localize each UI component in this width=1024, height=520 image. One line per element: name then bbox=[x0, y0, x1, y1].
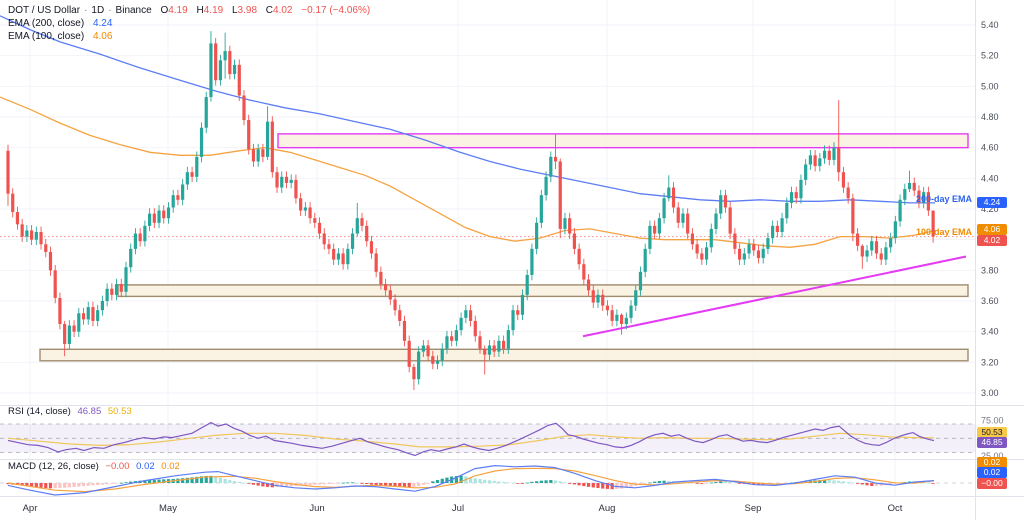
ohlc-low-label: L bbox=[231, 5, 238, 16]
time-axis-month-label[interactable]: Oct bbox=[888, 503, 903, 514]
macd-hist-axis-badge: −0.00 bbox=[977, 478, 1007, 489]
price-tick-label: 4.60 bbox=[981, 143, 999, 153]
rsi-pane-legend: RSI (14, close) 46.85 50.53 bbox=[8, 406, 136, 417]
rsi-legend-label[interactable]: RSI (14, close) bbox=[8, 406, 71, 417]
macd-pane-legend: MACD (12, 26, close) −0.00 0.02 0.02 bbox=[8, 461, 184, 472]
rsi-ma-axis-badge: 50.53 bbox=[977, 427, 1007, 438]
price-tick-label: 3.80 bbox=[981, 265, 999, 275]
separator-dot: · bbox=[84, 5, 88, 16]
price-tick-label: 4.40 bbox=[981, 173, 999, 183]
ema100-legend-label[interactable]: EMA (100, close) bbox=[8, 31, 85, 42]
chart-legend: DOT / US Dollar · 1D · Binance O4.19 H4.19 L… bbox=[8, 4, 370, 43]
ohlc-close-value: 4.02 bbox=[273, 5, 293, 16]
rsi-legend-value: 46.85 bbox=[77, 406, 102, 417]
timeframe[interactable]: 1D bbox=[91, 5, 105, 16]
symbol-row: DOT / US Dollar · 1D · Binance O4.19 H4.19 L… bbox=[8, 4, 370, 17]
rsi-ma-legend-value: 50.53 bbox=[107, 406, 132, 417]
separator-dot: · bbox=[108, 5, 112, 16]
ohlc-low-value: 3.98 bbox=[237, 5, 258, 16]
ema200-legend-row: EMA (200, close) 4.24 bbox=[8, 17, 370, 30]
macd-signal-axis-badge: 0.02 bbox=[977, 457, 1007, 468]
ema100-legend-value: 4.06 bbox=[92, 31, 113, 42]
price-tick-label: 3.60 bbox=[981, 296, 999, 306]
time-axis-month-label[interactable]: Aug bbox=[599, 503, 616, 514]
rsi-tick-label: 25.00 bbox=[981, 451, 1004, 461]
ohlc-high-value: 4.19 bbox=[203, 5, 224, 16]
ohlc-open-label: O bbox=[160, 5, 169, 16]
ema100-annotation: 100-day EMA bbox=[915, 227, 972, 237]
macd-legend-label[interactable]: MACD (12, 26, close) bbox=[8, 461, 99, 472]
ema200-annotation: 200-day EMA bbox=[915, 194, 972, 204]
last-price-axis-badge: 4.02 bbox=[977, 235, 1007, 246]
rsi-axis-badge: 46.85 bbox=[977, 437, 1007, 448]
macd-line-axis-badge: 0.02 bbox=[977, 467, 1007, 478]
price-tick-label: 4.80 bbox=[981, 112, 999, 122]
time-axis-month-label[interactable]: Jul bbox=[452, 503, 464, 514]
macd-line-legend-value: 0.02 bbox=[136, 461, 155, 472]
time-axis-month-label[interactable]: Apr bbox=[23, 503, 38, 514]
ohlc-high-label: H bbox=[196, 5, 204, 16]
ema200-legend-label[interactable]: EMA (200, close) bbox=[8, 18, 85, 29]
price-tick-label: 5.40 bbox=[981, 20, 999, 30]
change-value: −0.17 (−4.06%) bbox=[301, 5, 371, 16]
exchange-name[interactable]: Binance bbox=[115, 5, 152, 16]
price-tick-label: 3.20 bbox=[981, 357, 999, 367]
price-tick-label: 3.40 bbox=[981, 327, 999, 337]
time-axis-month-label[interactable]: May bbox=[159, 503, 177, 514]
ema100-legend-row: EMA (100, close) 4.06 bbox=[8, 30, 370, 43]
ohlc-open-value: 4.19 bbox=[168, 5, 188, 16]
ema200-axis-badge: 4.24 bbox=[977, 197, 1007, 208]
symbol-name[interactable]: DOT / US Dollar bbox=[8, 5, 81, 16]
rsi-tick-label: 75.00 bbox=[981, 415, 1004, 425]
price-tick-label: 5.20 bbox=[981, 51, 999, 61]
time-axis-month-label[interactable]: Sep bbox=[745, 503, 762, 514]
price-tick-label: 5.00 bbox=[981, 81, 999, 91]
ohlc-close-label: C bbox=[265, 5, 274, 16]
ema200-legend-value: 4.24 bbox=[92, 18, 113, 29]
ema100-axis-badge: 4.06 bbox=[977, 224, 1007, 235]
macd-hist-legend-value: −0.00 bbox=[105, 461, 130, 472]
price-tick-label: 3.00 bbox=[981, 388, 999, 398]
price-tick-label: 4.20 bbox=[981, 204, 999, 214]
time-axis-month-label[interactable]: Jun bbox=[309, 503, 324, 514]
macd-signal-legend-value: 0.02 bbox=[161, 461, 180, 472]
